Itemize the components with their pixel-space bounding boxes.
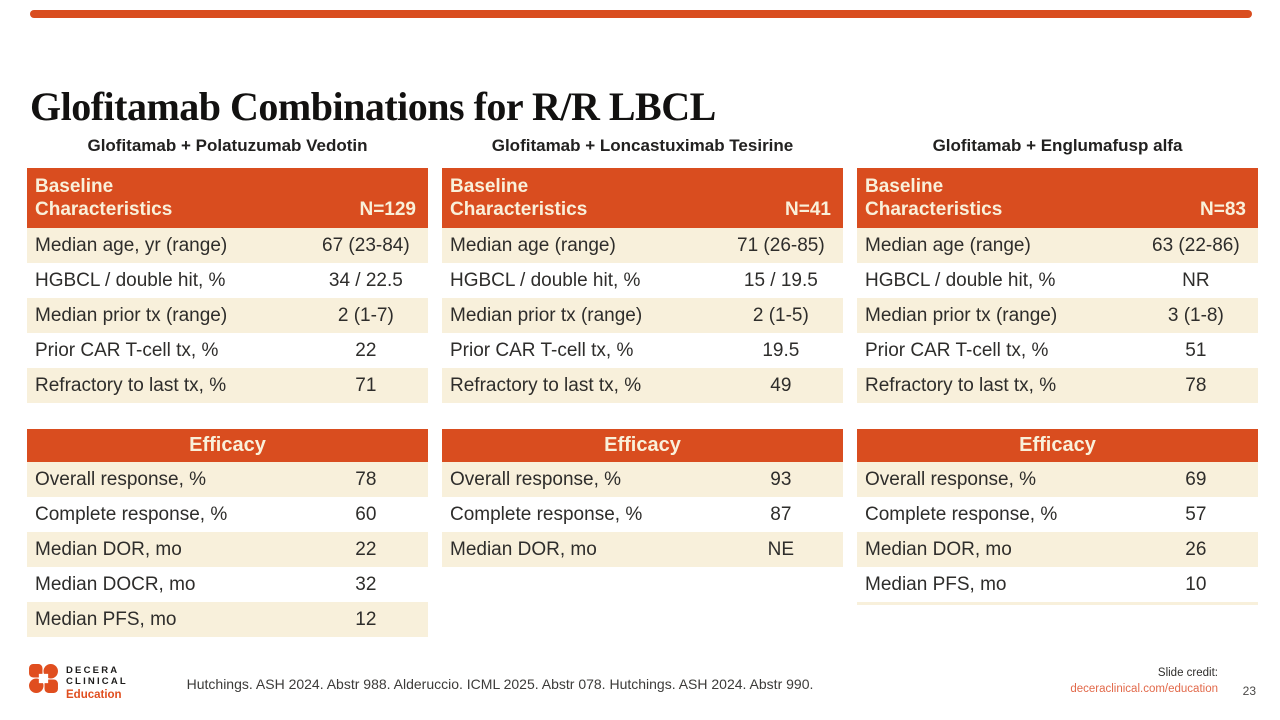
combo-title: Glofitamab + Englumafusp alfa	[932, 136, 1183, 155]
baseline-table: Baseline Characteristics N=41 Median age…	[442, 168, 843, 403]
table-row: Median PFS, mo 12	[27, 602, 428, 637]
efficacy-table: Efficacy Overall response, % 93 Complete …	[442, 429, 843, 567]
table-row: HGBCL / double hit, % 34 / 22.5	[35, 269, 403, 291]
slide-credit-label: Slide credit:	[1157, 667, 1218, 679]
baseline-table-header: Baseline Characteristics N=129	[27, 168, 428, 228]
combo-column-englumafusp: Glofitamab + Englumafusp alfa Baseline C…	[857, 136, 1258, 637]
table-row: HGBCL / double hit, % NR	[865, 269, 1210, 291]
n-count-label: N=129	[359, 199, 416, 220]
table-row: Median prior tx (range) 2 (1-5)	[442, 298, 843, 333]
baseline-header-label: Baseline Characteristics	[865, 176, 1003, 220]
table-row: Median age, yr (range) 67 (23-84)	[27, 228, 428, 263]
combo-title: Glofitamab + Polatuzumab Vedotin	[87, 136, 368, 155]
efficacy-table: Efficacy Overall response, % 78 Complete …	[27, 429, 428, 637]
table-row: Median age (range) 63 (22-86)	[857, 228, 1258, 263]
table-row: Prior CAR T-cell tx, % 51	[865, 339, 1207, 361]
slide-credit-link[interactable]: deceraclinical.com/education	[1070, 683, 1218, 695]
decera-logo-text: DECERA CLINICAL Education	[66, 663, 128, 702]
table-row: Median prior tx (range) 2 (1-7)	[27, 298, 428, 333]
baseline-header-label: Baseline Characteristics	[35, 176, 173, 220]
table-row: Overall response, % 69	[857, 462, 1258, 497]
baseline-table: Baseline Characteristics N=83 Median age…	[857, 168, 1258, 403]
table-row: Median prior tx (range) 3 (1-8)	[857, 298, 1258, 333]
baseline-table: Baseline Characteristics N=129 Median ag…	[27, 168, 428, 403]
table-bottom-rule	[857, 602, 1258, 605]
table-row: Complete response, % 60	[35, 503, 377, 525]
logo-name-line2: CLINICAL	[66, 676, 128, 687]
n-count-label: N=83	[1200, 199, 1246, 220]
efficacy-table: Efficacy Overall response, % 69 Complete …	[857, 429, 1258, 605]
efficacy-table-header: Efficacy	[442, 429, 843, 462]
table-row: Median PFS, mo 10	[865, 573, 1207, 595]
slide-credit: Slide credit: deceraclinical.com/educati…	[1070, 665, 1218, 697]
table-row: Overall response, % 78	[27, 462, 428, 497]
table-row: Prior CAR T-cell tx, % 19.5	[450, 339, 800, 361]
table-row: Complete response, % 57	[865, 503, 1207, 525]
table-row: Median DOR, mo NE	[442, 532, 843, 567]
comparison-columns: Glofitamab + Polatuzumab Vedotin Baselin…	[27, 136, 1258, 637]
baseline-table-header: Baseline Characteristics N=83	[857, 168, 1258, 228]
logo-name-line1: DECERA	[66, 665, 120, 676]
citation-text: Hutchings. ASH 2024. Abstr 988. Alderucc…	[186, 676, 814, 692]
efficacy-table-header: Efficacy	[27, 429, 428, 462]
n-count-label: N=41	[785, 199, 831, 220]
table-row: Median DOR, mo 22	[27, 532, 428, 567]
table-row: Refractory to last tx, % 78	[857, 368, 1258, 403]
table-row: Prior CAR T-cell tx, % 22	[35, 339, 377, 361]
top-accent-bar	[30, 10, 1252, 18]
table-row: Refractory to last tx, % 49	[442, 368, 843, 403]
table-row: Median age (range) 71 (26-85)	[442, 228, 843, 263]
table-row: HGBCL / double hit, % 15 / 19.5	[450, 269, 818, 291]
baseline-header-label: Baseline Characteristics	[450, 176, 588, 220]
table-row: Median DOR, mo 26	[857, 532, 1258, 567]
page-number: 23	[1242, 684, 1256, 698]
combo-title: Glofitamab + Loncastuximab Tesirine	[491, 136, 794, 155]
table-row: Overall response, % 93	[442, 462, 843, 497]
page-title: Glofitamab Combinations for R/R LBCL	[30, 83, 716, 129]
logo-tagline: Education	[66, 689, 122, 701]
decera-logo-icon	[29, 664, 58, 693]
decera-logo: DECERA CLINICAL Education	[28, 663, 128, 702]
table-row: Complete response, % 87	[450, 503, 792, 525]
table-row: Median DOCR, mo 32	[35, 573, 377, 595]
table-row: Refractory to last tx, % 71	[27, 368, 428, 403]
combo-column-lonca: Glofitamab + Loncastuximab Tesirine Base…	[442, 136, 843, 637]
combo-column-pola: Glofitamab + Polatuzumab Vedotin Baselin…	[27, 136, 428, 637]
efficacy-table-header: Efficacy	[857, 429, 1258, 462]
baseline-table-header: Baseline Characteristics N=41	[442, 168, 843, 228]
